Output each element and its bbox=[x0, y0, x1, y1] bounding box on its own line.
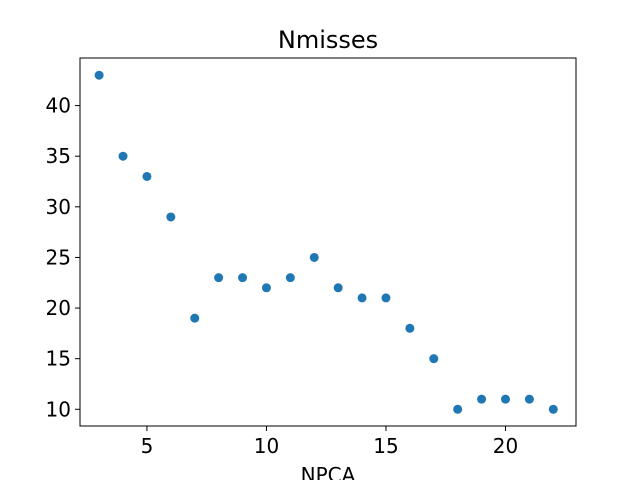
y-tick-label: 40 bbox=[46, 94, 71, 118]
data-point bbox=[477, 394, 487, 404]
data-point bbox=[285, 273, 295, 283]
data-point bbox=[524, 394, 534, 404]
x-axis-label: NPCA bbox=[301, 463, 356, 480]
x-tick-label: 20 bbox=[493, 434, 518, 458]
plot-area bbox=[79, 57, 577, 427]
y-tick-label: 15 bbox=[46, 347, 71, 371]
data-point bbox=[333, 283, 343, 293]
data-point bbox=[381, 293, 391, 303]
y-tick-label: 10 bbox=[46, 397, 71, 421]
chart-title: Nmisses bbox=[278, 26, 378, 54]
data-point bbox=[429, 354, 439, 364]
x-tick-label: 10 bbox=[254, 434, 279, 458]
data-point bbox=[214, 273, 224, 283]
x-tick-label: 15 bbox=[373, 434, 398, 458]
data-point bbox=[94, 70, 104, 80]
data-points bbox=[94, 70, 558, 414]
data-point bbox=[118, 151, 128, 161]
y-tick-label: 20 bbox=[46, 296, 71, 320]
data-point bbox=[405, 323, 415, 333]
data-point bbox=[357, 293, 367, 303]
data-point bbox=[238, 273, 248, 283]
data-point bbox=[261, 283, 271, 293]
data-point bbox=[548, 404, 558, 414]
data-point bbox=[309, 252, 319, 262]
data-point bbox=[453, 404, 463, 414]
x-tick-label: 5 bbox=[141, 434, 154, 458]
data-point bbox=[142, 171, 152, 181]
y-tick-label: 35 bbox=[46, 144, 71, 168]
data-point bbox=[500, 394, 510, 404]
y-axis: 10 15 20 25 30 35 40 bbox=[46, 94, 80, 421]
y-tick-label: 30 bbox=[46, 195, 71, 219]
data-point bbox=[166, 212, 176, 222]
y-tick-label: 25 bbox=[46, 245, 71, 269]
x-axis: 5 10 15 20 bbox=[141, 426, 518, 458]
data-point bbox=[190, 313, 200, 323]
